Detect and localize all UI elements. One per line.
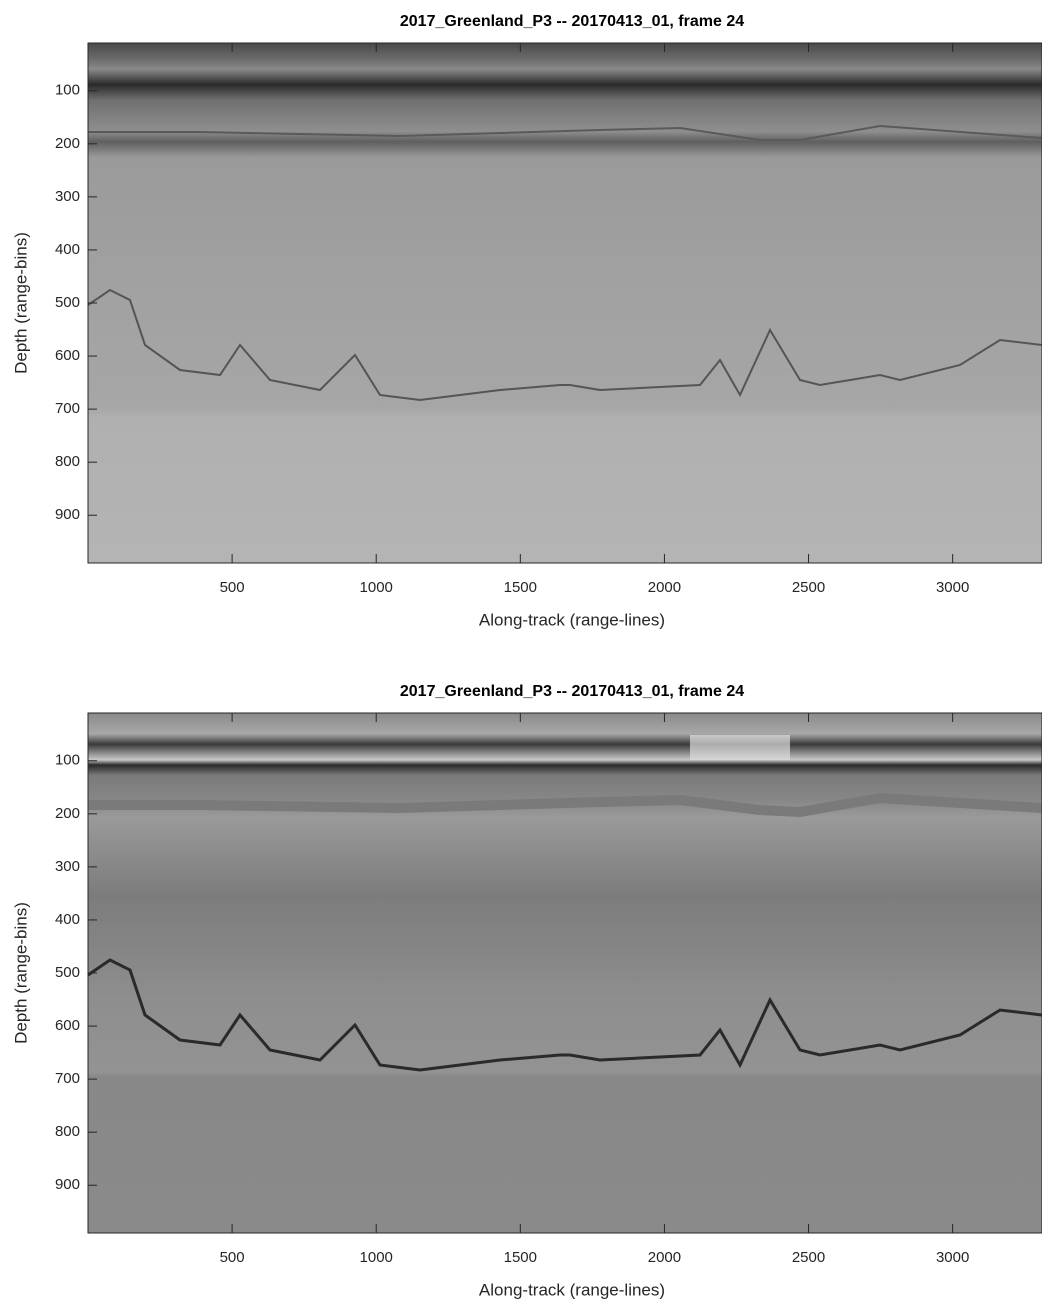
x-axis-label: Along-track (range-lines) — [479, 610, 665, 629]
bed-reflector — [87, 958, 1042, 1072]
x-tick-label: 1000 — [360, 579, 393, 596]
y-tick-label: 300 — [55, 188, 80, 205]
y-tick-label: 500 — [55, 964, 80, 981]
bright-patch — [690, 735, 790, 760]
panel-1 — [87, 43, 1042, 563]
y-tick-label: 400 — [55, 241, 80, 258]
y-tick-label: 600 — [55, 347, 80, 364]
x-tick-label: 2500 — [792, 579, 825, 596]
x-tick-label: 3000 — [936, 1249, 969, 1266]
x-tick-label: 1500 — [504, 1249, 537, 1266]
y-tick-label: 900 — [55, 506, 80, 523]
x-tick-label: 1000 — [360, 1249, 393, 1266]
bed-reflector — [87, 288, 1042, 402]
y-tick-label: 900 — [55, 1176, 80, 1193]
echogram — [88, 43, 1042, 563]
y-tick-label: 100 — [55, 82, 80, 99]
y-tick-label: 200 — [55, 805, 80, 822]
chart-title: 2017_Greenland_P3 -- 20170413_01, frame … — [400, 13, 744, 30]
x-tick-label: 500 — [220, 1249, 245, 1266]
y-tick-label: 700 — [55, 1070, 80, 1087]
y-tick-label: 500 — [55, 294, 80, 311]
echogram — [88, 713, 1042, 1233]
x-tick-label: 1500 — [504, 579, 537, 596]
y-axis-label: Depth (range-bins) — [11, 902, 30, 1044]
x-tick-label: 2000 — [648, 1249, 681, 1266]
y-tick-label: 200 — [55, 135, 80, 152]
internal-layer — [88, 792, 1042, 818]
y-tick-label: 400 — [55, 911, 80, 928]
x-tick-label: 500 — [220, 579, 245, 596]
y-tick-label: 100 — [55, 752, 80, 769]
x-tick-label: 2500 — [792, 1249, 825, 1266]
y-axis-label: Depth (range-bins) — [11, 232, 30, 374]
y-tick-label: 700 — [55, 400, 80, 417]
y-tick-label: 800 — [55, 1123, 80, 1140]
chart-title: 2017_Greenland_P3 -- 20170413_01, frame … — [400, 683, 744, 700]
x-tick-label: 3000 — [936, 579, 969, 596]
panel-2 — [87, 713, 1042, 1233]
y-tick-label: 800 — [55, 453, 80, 470]
y-tick-label: 300 — [55, 858, 80, 875]
x-tick-label: 2000 — [648, 579, 681, 596]
internal-layer — [88, 124, 1042, 141]
x-axis-label: Along-track (range-lines) — [479, 1280, 665, 1299]
y-tick-label: 600 — [55, 1017, 80, 1034]
